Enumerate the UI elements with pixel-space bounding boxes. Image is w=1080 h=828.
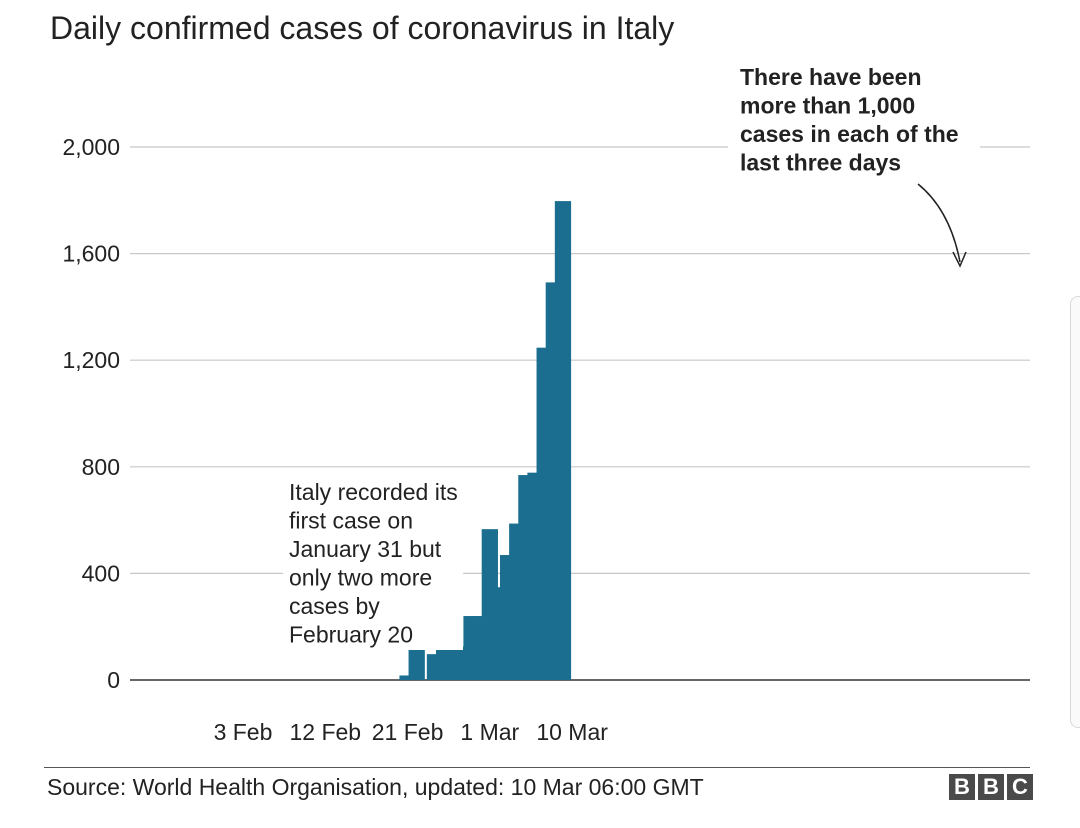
annotation-arrow (917, 183, 961, 263)
scrollbar-edge[interactable] (1070, 296, 1080, 728)
bbc-logo-letter: B (978, 774, 1004, 800)
y-axis-ticks: 0 400 800 1,200 1,600 2,000 (62, 134, 120, 693)
x-tick-label: 10 Mar (536, 719, 608, 745)
y-tick-label: 0 (107, 667, 120, 693)
x-tick-label: 12 Feb (289, 719, 361, 745)
y-tick-label: 400 (82, 560, 120, 586)
x-tick-label: 3 Feb (214, 719, 273, 745)
annotation-right-backdrop (728, 135, 980, 180)
gridlines (130, 146, 1030, 681)
bbc-logo-letter: C (1007, 774, 1033, 800)
annotation-left-backdrop (283, 478, 463, 650)
bar (554, 201, 572, 681)
y-tick-label: 1,200 (62, 347, 120, 373)
y-tick-label: 1,600 (62, 241, 120, 267)
bar (399, 675, 416, 680)
bar-series (399, 201, 572, 681)
bbc-logo: B B C (949, 774, 1033, 800)
annotation-first-case: Italy recorded its first case on January 3… (289, 479, 458, 648)
chart-title: Daily confirmed cases of coronavirus in … (50, 10, 675, 46)
annotations: Italy recorded its first case on January 3… (283, 64, 980, 650)
y-tick-label: 2,000 (62, 134, 120, 160)
x-tick-label: 1 Mar (460, 719, 519, 745)
y-tick-label: 800 (82, 454, 120, 480)
footer-divider (44, 767, 1030, 768)
x-axis-ticks: 3 Feb 12 Feb 21 Feb 1 Mar 10 Mar (214, 719, 609, 745)
source-note: Source: World Health Organisation, updat… (47, 774, 704, 800)
bbc-logo-letter: B (949, 774, 975, 800)
annotation-last-three-days: There have been more than 1,000 cases in e… (740, 64, 959, 176)
x-tick-label: 21 Feb (372, 719, 444, 745)
bar (408, 646, 425, 680)
annotation-arrowhead (952, 251, 967, 268)
